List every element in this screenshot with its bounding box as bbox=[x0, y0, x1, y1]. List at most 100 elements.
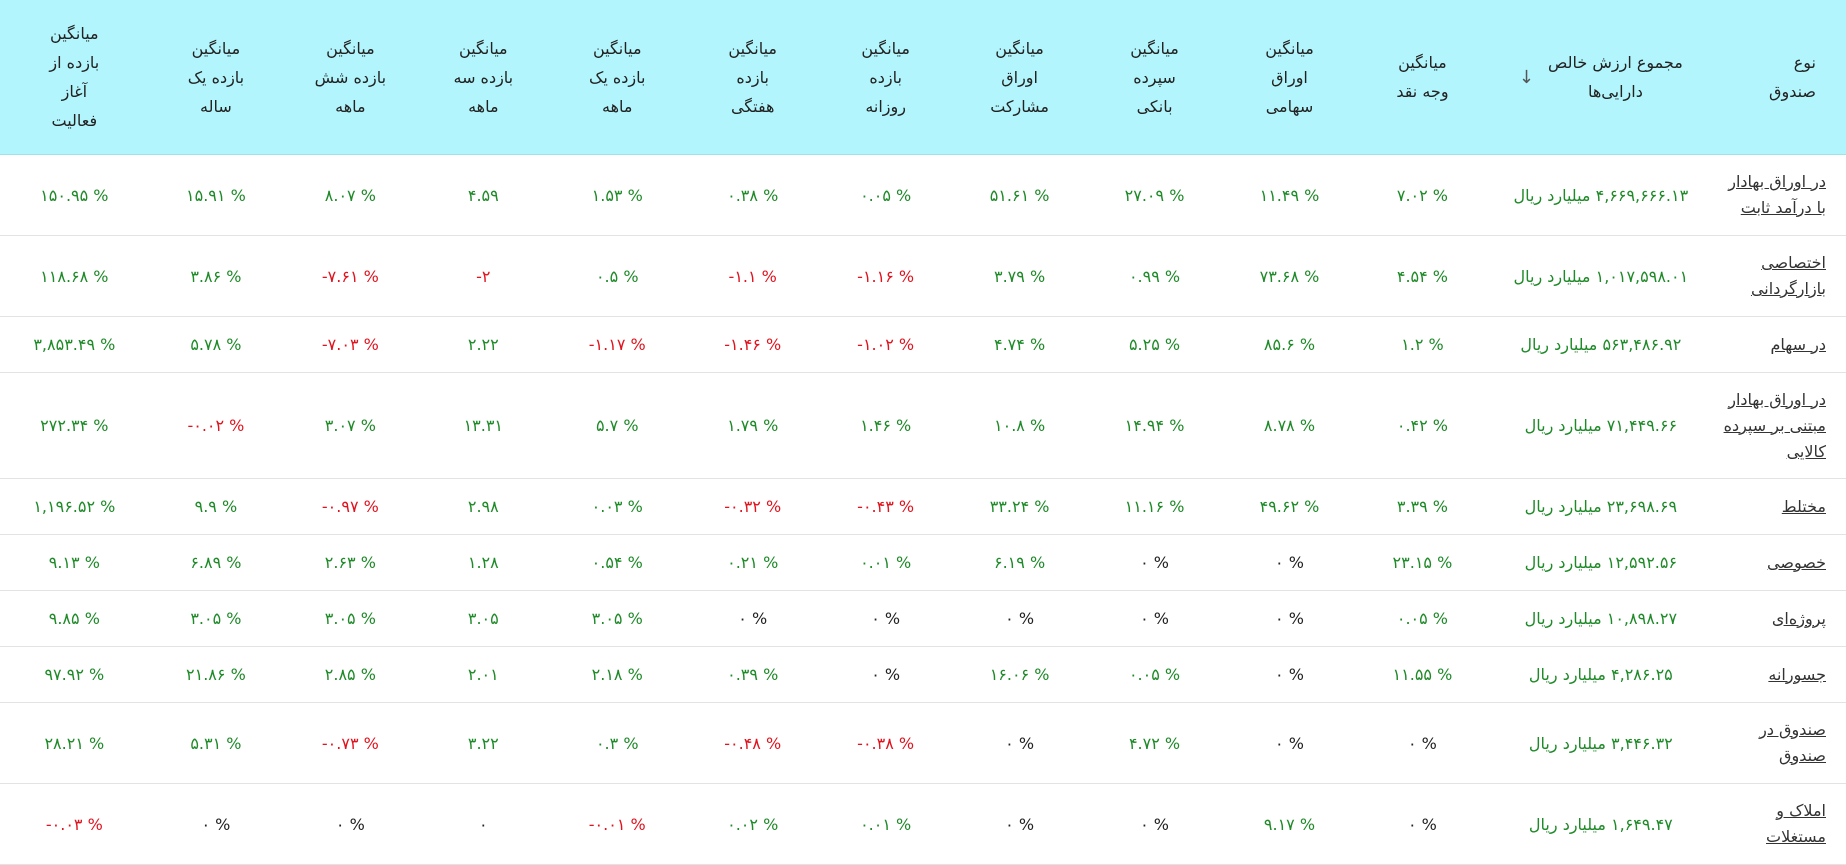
cell-bonds: % ۶.۱۹ bbox=[951, 534, 1088, 591]
fund-type-link[interactable]: پروژه‌ای bbox=[1772, 606, 1826, 632]
cell-inception: % ۹.۱۳ bbox=[0, 534, 149, 591]
cell-nav: ۱۰,۸۹۸.۲۷ میلیارد ریال bbox=[1487, 590, 1715, 647]
cell-yearly: % ۵.۷۸ bbox=[148, 316, 284, 373]
cell-six-month: % ۰.۷۳- bbox=[283, 702, 418, 784]
fund-type-link[interactable]: در اوراق بهادار مبتنی بر سپرده کالایی bbox=[1724, 387, 1826, 465]
cell-daily: % ۰.۰۵ bbox=[819, 154, 952, 236]
fund-type-link[interactable]: اختصاصی بازارگردانی bbox=[1751, 250, 1826, 302]
fund-type-line: مبتنی بر سپرده bbox=[1723, 415, 1826, 435]
cell-cash: % ۰ bbox=[1357, 702, 1488, 784]
header-weekly-line: هفتگی bbox=[730, 96, 775, 116]
header-yearly-line: میانگین bbox=[191, 38, 241, 58]
cell-inception: % ۰.۰۳- bbox=[0, 783, 149, 865]
cell-deposit: % ۰ bbox=[1087, 534, 1222, 591]
fund-type-line: املاک و bbox=[1776, 801, 1826, 820]
cell-inception: % ۱۵۰.۹۵ bbox=[0, 154, 149, 236]
table-row: جسورانه ۴,۲۸۶.۲۵ میلیارد ریال% ۱۱.۵۵% ۰% … bbox=[0, 646, 1846, 703]
cell-nav: ۴,۲۸۶.۲۵ میلیارد ریال bbox=[1487, 646, 1715, 703]
header-bonds: میانگین اوراق مشارکت bbox=[951, 0, 1088, 155]
cell-type: در اوراق بهادار مبتنی بر سپرده کالایی bbox=[1714, 372, 1846, 479]
table-row: خصوصی ۱۲,۵۹۲.۵۶ میلیارد ریال% ۲۳.۱۵% ۰% ۰… bbox=[0, 534, 1846, 591]
cell-weekly: % ۰.۴۸- bbox=[685, 702, 820, 784]
fund-type-line: در اوراق بهادار bbox=[1728, 172, 1826, 191]
table-row: پروژه‌ای ۱۰,۸۹۸.۲۷ میلیارد ریال% ۰.۰۵% ۰%… bbox=[0, 590, 1846, 647]
header-stocks: میانگین اوراق سهامی bbox=[1221, 0, 1358, 155]
fund-type-link[interactable]: در سهام bbox=[1771, 332, 1827, 358]
cell-bonds: % ۳۳.۲۴ bbox=[951, 478, 1088, 535]
cell-cash: % ۳.۳۹ bbox=[1357, 478, 1488, 535]
header-deposit-line: بانکی bbox=[1136, 96, 1173, 116]
cell-inception: % ۹.۸۵ bbox=[0, 590, 149, 647]
cell-nav: ۵۶۳,۴۸۶.۹۲ میلیارد ریال bbox=[1487, 316, 1715, 373]
cell-stocks: % ۰ bbox=[1221, 534, 1358, 591]
header-type-line: نوع bbox=[1793, 53, 1816, 72]
fund-type-link[interactable]: خصوصی bbox=[1767, 550, 1826, 576]
cell-cash: % ۴.۵۴ bbox=[1357, 235, 1488, 317]
fund-type-line: صندوق در bbox=[1759, 720, 1826, 739]
cell-stocks: % ۰ bbox=[1221, 702, 1358, 784]
fund-type-line: با درآمد ثابت bbox=[1740, 198, 1826, 217]
arrow-down-icon[interactable]: ↓ bbox=[1518, 66, 1534, 88]
fund-type-link[interactable]: مختلط bbox=[1782, 494, 1826, 520]
header-bonds-line: میانگین bbox=[995, 38, 1044, 58]
fund-type-line: صندوق bbox=[1779, 746, 1826, 765]
header-bonds-line: اوراق bbox=[1001, 67, 1038, 87]
header-inception-line: میانگین bbox=[50, 24, 99, 43]
header-type: نوع صندوق bbox=[1714, 0, 1846, 155]
fund-type-link[interactable]: جسورانه bbox=[1768, 662, 1826, 688]
header-deposit: میانگین سپرده بانکی bbox=[1087, 0, 1222, 155]
cell-stocks: % ۸.۷۸ bbox=[1221, 372, 1358, 479]
table-row: املاک و مستغلات ۱,۶۴۹.۴۷ میلیارد ریال% ۰% … bbox=[0, 783, 1846, 865]
cell-stocks: % ۱۱.۴۹ bbox=[1221, 154, 1358, 236]
cell-bonds: % ۵۱.۶۱ bbox=[951, 154, 1088, 236]
fund-type-link[interactable]: صندوق در صندوق bbox=[1759, 717, 1826, 769]
header-monthly-line: ماهه bbox=[602, 96, 633, 116]
header-daily-line: روزانه bbox=[865, 96, 906, 116]
cell-monthly: % ۰.۵۴ bbox=[549, 534, 686, 591]
fund-type-link[interactable]: در اوراق بهادار با درآمد ثابت bbox=[1728, 169, 1826, 221]
cell-yearly: % ۹.۹ bbox=[148, 478, 284, 535]
cell-nav: ۱,۶۴۹.۴۷ میلیارد ریال bbox=[1487, 783, 1715, 865]
cell-monthly: % ۱.۱۷- bbox=[549, 316, 686, 373]
cell-three-month: ۲.۲۲ bbox=[417, 316, 550, 373]
header-monthly: میانگین بازده یک ماهه bbox=[549, 0, 686, 155]
header-weekly-line: میانگین bbox=[728, 38, 777, 58]
cell-three-month: ۱.۲۸ bbox=[417, 534, 550, 591]
header-type-line: صندوق bbox=[1769, 82, 1816, 101]
header-stocks-line: اوراق bbox=[1271, 67, 1308, 87]
cell-daily: % ۰.۴۳- bbox=[819, 478, 952, 535]
cell-three-month: ۰ bbox=[417, 783, 550, 865]
cell-yearly: % ۵.۳۱ bbox=[148, 702, 284, 784]
table-row: مختلط ۲۳,۶۹۸.۶۹ میلیارد ریال% ۳.۳۹% ۴۹.۶۲… bbox=[0, 478, 1846, 535]
cell-nav: ۱۲,۵۹۲.۵۶ میلیارد ریال bbox=[1487, 534, 1715, 591]
header-nav[interactable]: مجموع ارزش خالص دارایی‌ها ↓ bbox=[1487, 0, 1715, 155]
cell-three-month: ۳.۰۵ bbox=[417, 590, 550, 647]
header-six-month-line: میانگین bbox=[326, 38, 375, 58]
header-nav-line: مجموع ارزش خالص bbox=[1548, 53, 1683, 72]
cell-nav: ۳,۴۴۶.۳۲ میلیارد ریال bbox=[1487, 702, 1715, 784]
cell-yearly: % ۳.۰۵ bbox=[148, 590, 284, 647]
cell-yearly: % ۰.۰۲- bbox=[148, 372, 284, 479]
cell-weekly: % ۰.۰۲ bbox=[685, 783, 820, 865]
cell-nav: ۱,۰۱۷,۵۹۸.۰۱ میلیارد ریال bbox=[1487, 235, 1715, 317]
cell-daily: % ۰ bbox=[819, 646, 952, 703]
fund-type-line: مستغلات bbox=[1766, 827, 1826, 846]
fund-type-line: کالایی bbox=[1786, 441, 1826, 461]
cell-cash: % ۷.۰۲ bbox=[1357, 154, 1488, 236]
fund-type-line: مختلط bbox=[1781, 496, 1826, 516]
cell-nav: ۷۱,۴۴۹.۶۶ میلیارد ریال bbox=[1487, 372, 1715, 479]
header-inception-line: بازده از bbox=[49, 53, 100, 72]
cell-weekly: % ۰.۳۹ bbox=[685, 646, 820, 703]
cell-bonds: % ۳.۷۹ bbox=[951, 235, 1088, 317]
cell-nav: ۴,۶۶۹,۶۶۶.۱۳ میلیارد ریال bbox=[1487, 154, 1715, 236]
cell-six-month: % ۰.۹۷- bbox=[283, 478, 418, 535]
cell-monthly: % ۰.۳ bbox=[549, 702, 686, 784]
fund-type-link[interactable]: املاک و مستغلات bbox=[1766, 798, 1826, 850]
table-body: در اوراق بهادار با درآمد ثابت ۴,۶۶۹,۶۶۶.۱۳… bbox=[0, 154, 1846, 865]
fund-type-line: بازارگردانی bbox=[1750, 279, 1826, 298]
cell-daily: % ۰ bbox=[819, 590, 952, 647]
cell-weekly: % ۰.۳۲- bbox=[685, 478, 820, 535]
cell-nav: ۲۳,۶۹۸.۶۹ میلیارد ریال bbox=[1487, 478, 1715, 535]
header-daily-line: بازده bbox=[869, 67, 902, 87]
